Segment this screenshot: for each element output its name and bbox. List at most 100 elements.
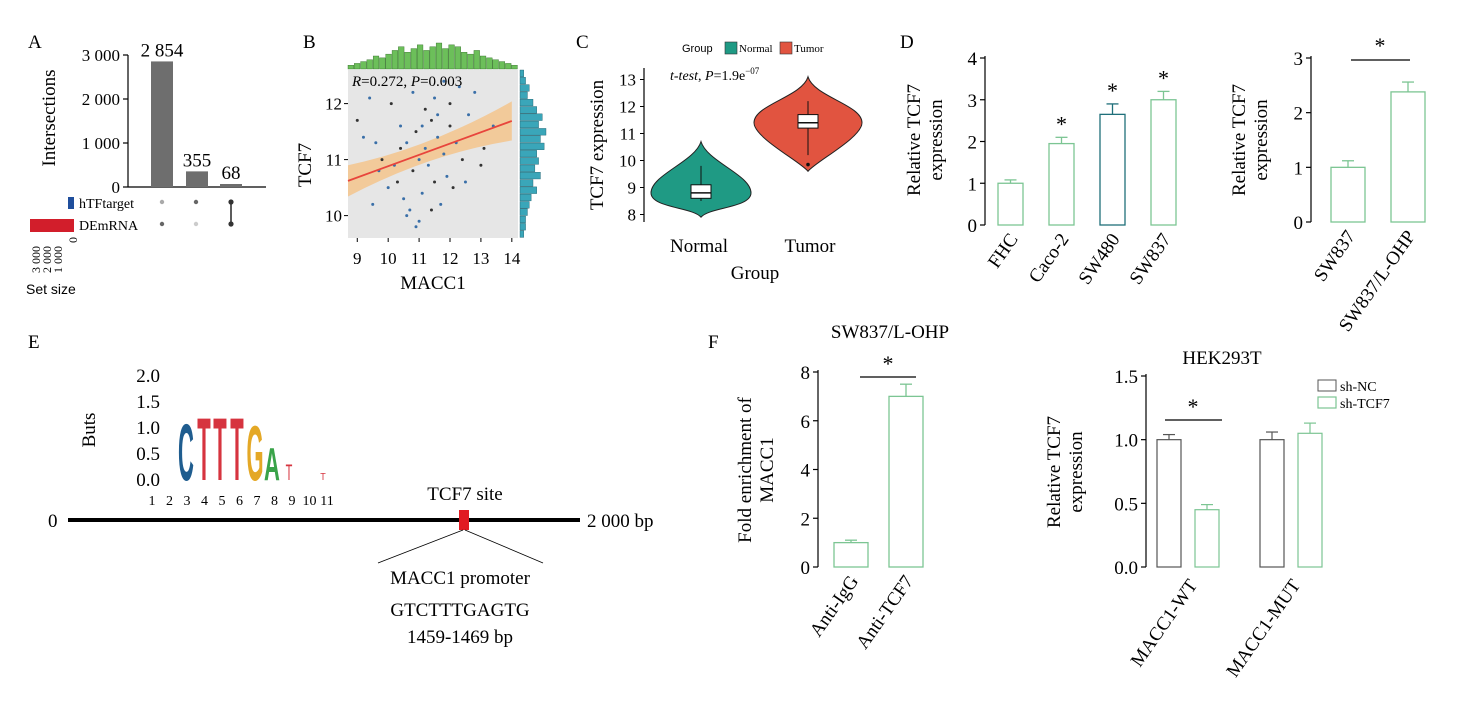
promoter-name: MACC1 promoter <box>390 568 531 589</box>
panel-a-bar <box>151 61 173 188</box>
scatter-point <box>442 152 446 156</box>
matrix-dot <box>159 199 165 205</box>
scatter-point <box>467 113 471 117</box>
scatter-point <box>448 102 452 106</box>
bar-sh-tcf7 <box>1297 432 1323 568</box>
logo-letter-g: G <box>246 411 263 498</box>
panel-b-xtick-label: 9 <box>353 249 362 268</box>
tcf7-site-label: TCF7 site <box>427 484 502 505</box>
scatter-point <box>411 90 415 94</box>
ytick-label: 1 <box>968 174 978 195</box>
histogram-bar-top <box>511 65 518 70</box>
scatter-point <box>463 180 467 184</box>
histogram-bar-top <box>505 63 512 70</box>
scatter-point <box>460 158 464 162</box>
scatter-point <box>389 102 393 106</box>
histogram-bar-top <box>429 46 436 70</box>
scatter-point <box>433 180 437 184</box>
histogram-bar-right <box>519 164 536 172</box>
ytick-label: 0 <box>968 216 978 237</box>
histogram-bar-right <box>519 135 541 143</box>
histogram-bar-right <box>519 128 547 136</box>
panel-c-annotation: t-test, P=1.9e−07 <box>670 66 760 84</box>
panel-c-xlabel: Group <box>731 263 780 284</box>
zoom-line-left <box>377 529 464 564</box>
panel-b-ytick-label: 11 <box>326 151 342 170</box>
bar <box>833 541 869 568</box>
panel-a-ylabel: Intersections <box>39 69 60 166</box>
histogram-bar-right <box>519 142 545 150</box>
panel-c-ytick-label: 10 <box>619 152 636 171</box>
tcf7-site-marker <box>459 510 469 530</box>
promoter-start-label: 0 <box>48 511 58 532</box>
scatter-point <box>479 163 483 167</box>
panel-a-bar <box>186 171 208 187</box>
scatter-point <box>395 180 399 184</box>
logo-position-label: 9 <box>289 494 296 509</box>
histogram-bar-top <box>473 50 480 70</box>
scatter-point <box>355 118 359 122</box>
histogram-bar-top <box>467 53 474 70</box>
histogram-bar-top <box>461 52 468 70</box>
histogram-bar-right <box>519 157 539 165</box>
panel-a-bar-value: 2 854 <box>141 40 184 61</box>
panel-a-ytick-label: 3 000 <box>82 46 120 65</box>
significance-star: * <box>883 351 894 376</box>
histogram-bar-right <box>519 77 526 85</box>
histogram-bar-top <box>480 55 487 70</box>
ytick-label: 4 <box>968 49 978 70</box>
logo-position-label: 1 <box>149 494 156 509</box>
histogram-bar-top <box>379 57 386 70</box>
panel-d2-ylabel: Relative TCF7expression <box>1229 84 1272 196</box>
panel-a-bar-value: 355 <box>183 150 212 171</box>
set-label-htftarget: hTFtarget <box>79 197 134 212</box>
logo-letter-t: T <box>320 472 326 484</box>
panel-b-xtick-label: 12 <box>442 249 459 268</box>
box-iqr <box>690 184 712 199</box>
histogram-bar-top <box>404 52 411 70</box>
set-size-label: Set size <box>26 281 76 297</box>
x-category-label: Anti-IgG <box>806 572 863 641</box>
scatter-point <box>414 130 418 134</box>
scatter-point <box>402 197 406 201</box>
set-size-tick: 2 000 <box>40 246 54 273</box>
scatter-point <box>433 96 437 100</box>
histogram-bar-top <box>372 55 380 70</box>
bar <box>1099 113 1126 226</box>
set-size-bar-demrna <box>30 219 74 232</box>
panel-b-ytick-label: 12 <box>325 95 342 114</box>
scatter-point <box>436 113 440 117</box>
logo-ytick-label: 2.0 <box>136 366 160 387</box>
logo-position-label: 2 <box>166 494 173 509</box>
scatter-point <box>405 141 409 145</box>
panel-b-ylabel: TCF7 <box>295 143 316 187</box>
matrix-dot <box>193 199 199 205</box>
logo-position-label: 8 <box>271 494 278 509</box>
histogram-bar-right <box>519 215 526 223</box>
panel-c-ytick-label: 8 <box>628 206 637 225</box>
scatter-point <box>423 107 427 111</box>
histogram-bar-top <box>366 59 373 70</box>
histogram-bar-right <box>519 193 532 202</box>
histogram-bar-top <box>435 42 443 70</box>
histogram-bar-right <box>519 84 530 92</box>
confidence-band <box>348 101 512 197</box>
panel-a-ytick-label: 1 000 <box>82 134 120 153</box>
legend-title: Group <box>682 43 713 55</box>
promoter-position: 1459-1469 bp <box>407 627 513 648</box>
panel-b-xlabel: MACC1 <box>400 273 465 294</box>
histogram-bar-top <box>354 63 361 70</box>
scatter-point <box>411 169 415 173</box>
scatter-point <box>429 208 433 212</box>
ytick-label: 2 <box>1294 104 1304 125</box>
panel-a-ytick-label: 0 <box>112 178 121 197</box>
bar-sh-nc <box>1259 439 1285 568</box>
histogram-bar-right <box>519 150 537 158</box>
scatter-point <box>417 219 421 223</box>
histogram-bar-right <box>519 186 537 194</box>
scatter-point <box>399 124 403 128</box>
bar <box>888 395 924 568</box>
bar <box>1390 91 1426 223</box>
scatter-point <box>417 158 421 162</box>
